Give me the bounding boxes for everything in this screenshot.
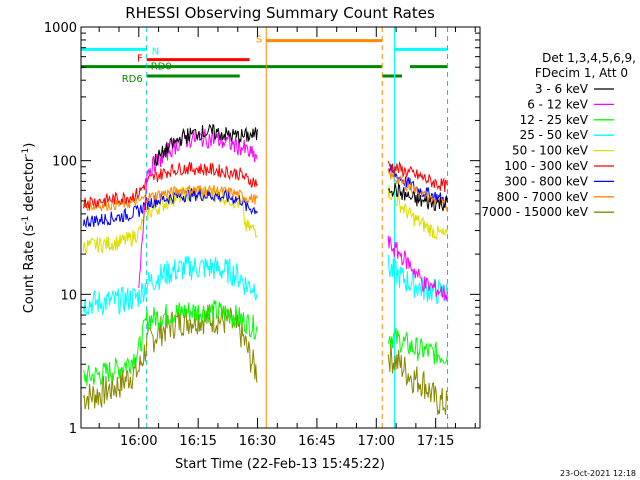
series-line-3-pre xyxy=(82,255,258,317)
flag-label-rd6: RD6 xyxy=(122,74,143,85)
legend-entry-label: 800 - 7000 keV xyxy=(497,190,589,204)
x-tick-label: 17:15 xyxy=(417,434,454,449)
series-lines xyxy=(82,123,448,415)
x-axis-ticks: 16:00 16:15 16:30 16:45 17:00 17:15 xyxy=(98,27,476,449)
series-line-6-pre xyxy=(82,188,258,229)
series-line-4-post xyxy=(387,185,448,241)
x-tick-label: 16:45 xyxy=(298,434,335,449)
y-axis-label: Count Rate (s-1 detector-1) xyxy=(21,143,37,314)
legend-header-line-1: Det 1,3,4,5,6,9, xyxy=(542,51,636,65)
legend: Det 1,3,4,5,6,9, FDecim 1, Att 0 3 - 6 k… xyxy=(481,51,636,219)
flag-label-f: F xyxy=(137,54,143,65)
series-line-1-pre xyxy=(138,129,258,289)
x-tick-label: 16:15 xyxy=(179,434,216,449)
series-line-0-pre xyxy=(154,123,258,166)
series-line-3-post xyxy=(387,254,448,305)
y-axis-label-sup: -1 xyxy=(21,216,31,225)
y-tick-label: 1 xyxy=(69,422,77,437)
x-tick-label: 17:00 xyxy=(358,434,395,449)
series-line-0-post xyxy=(387,182,448,212)
x-axis-label: Start Time (22-Feb-13 15:45:22) xyxy=(175,457,385,472)
y-tick-label: 100 xyxy=(52,155,77,170)
y-axis-ticks: 1 10 100 1000 xyxy=(44,21,480,437)
x-tick-label: 16:00 xyxy=(120,434,157,449)
series-line-2-post xyxy=(387,327,448,365)
legend-entry-label: 25 - 50 keV xyxy=(520,128,589,142)
y-axis-label-main: Count Rate (s xyxy=(22,225,37,314)
legend-entry-label: 12 - 25 keV xyxy=(520,113,589,127)
x-tick-label: 16:30 xyxy=(239,434,276,449)
legend-entry-label: 50 - 100 keV xyxy=(512,144,589,158)
legend-entry-label: 6 - 12 keV xyxy=(527,97,589,111)
footer-date: 23-Oct-2021 12:18 xyxy=(560,469,636,478)
legend-entry-label: 300 - 800 keV xyxy=(504,174,588,188)
chart-title: RHESSI Observing Summary Count Rates xyxy=(125,4,435,22)
series-line-5-pre xyxy=(82,161,258,210)
y-axis-label-end: ) xyxy=(22,143,37,148)
flag-bars: NF S RD0 RD6 xyxy=(81,35,448,85)
legend-header-line-2: FDecim 1, Att 0 xyxy=(535,66,628,80)
series-line-2-pre xyxy=(82,299,258,386)
y-tick-label: 10 xyxy=(60,288,77,303)
y-tick-label: 1000 xyxy=(44,21,77,36)
y-axis-label-tail: detector xyxy=(22,156,37,216)
plot-frame xyxy=(80,26,481,429)
plot-area: NF S RD0 RD6 xyxy=(80,26,481,429)
y-axis-label-sup2: -1 xyxy=(21,148,31,157)
legend-entry-label: 7000 - 15000 keV xyxy=(481,205,588,219)
flag-label-n: N xyxy=(152,46,159,57)
legend-entry-label: 3 - 6 keV xyxy=(535,82,589,96)
legend-entry-label: 100 - 300 keV xyxy=(504,159,588,173)
flag-label-rd0: RD0 xyxy=(151,62,172,73)
series-line-8-post xyxy=(387,342,448,415)
series-line-5-post xyxy=(387,160,448,193)
series-line-1-post xyxy=(387,235,448,301)
flag-label-s: S xyxy=(256,35,262,46)
